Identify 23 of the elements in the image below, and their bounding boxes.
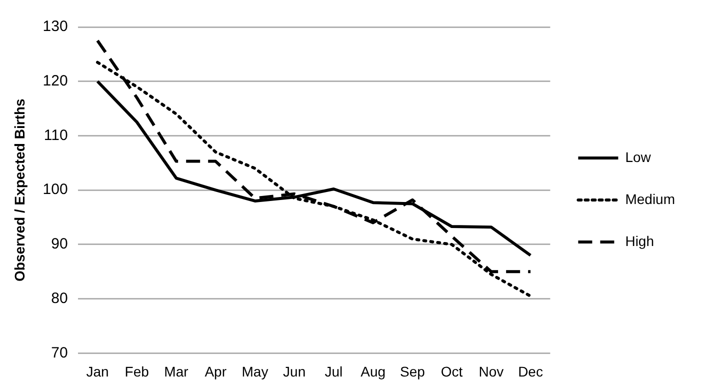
y-tick-label: 70: [51, 344, 68, 362]
y-tick-label: 120: [42, 72, 68, 90]
y-tick-label: 130: [42, 18, 68, 36]
legend-label: Low: [625, 148, 652, 165]
x-tick-label: May: [242, 363, 268, 380]
x-tick-label: Oct: [440, 363, 463, 380]
x-tick-label: Feb: [124, 363, 150, 380]
y-tick-label: 90: [51, 236, 68, 253]
x-tick-label: Sep: [400, 363, 426, 380]
x-tick-label: Jul: [324, 363, 343, 380]
x-tick-label: Apr: [204, 363, 227, 380]
legend-label: Medium: [625, 190, 676, 207]
x-tick-label: Nov: [478, 363, 504, 380]
x-tick-label: Mar: [164, 363, 189, 380]
x-tick-label: Jan: [86, 363, 109, 380]
x-tick-label: Aug: [360, 363, 386, 380]
x-tick-label: Jun: [283, 363, 306, 380]
legend-label: High: [625, 232, 654, 249]
y-axis-title: Observed / Expected Births: [11, 98, 28, 282]
y-tick-label: 110: [44, 126, 68, 144]
y-tick-label: 80: [51, 290, 68, 307]
y-tick-label: 100: [42, 181, 68, 198]
x-tick-label: Dec: [518, 363, 543, 380]
